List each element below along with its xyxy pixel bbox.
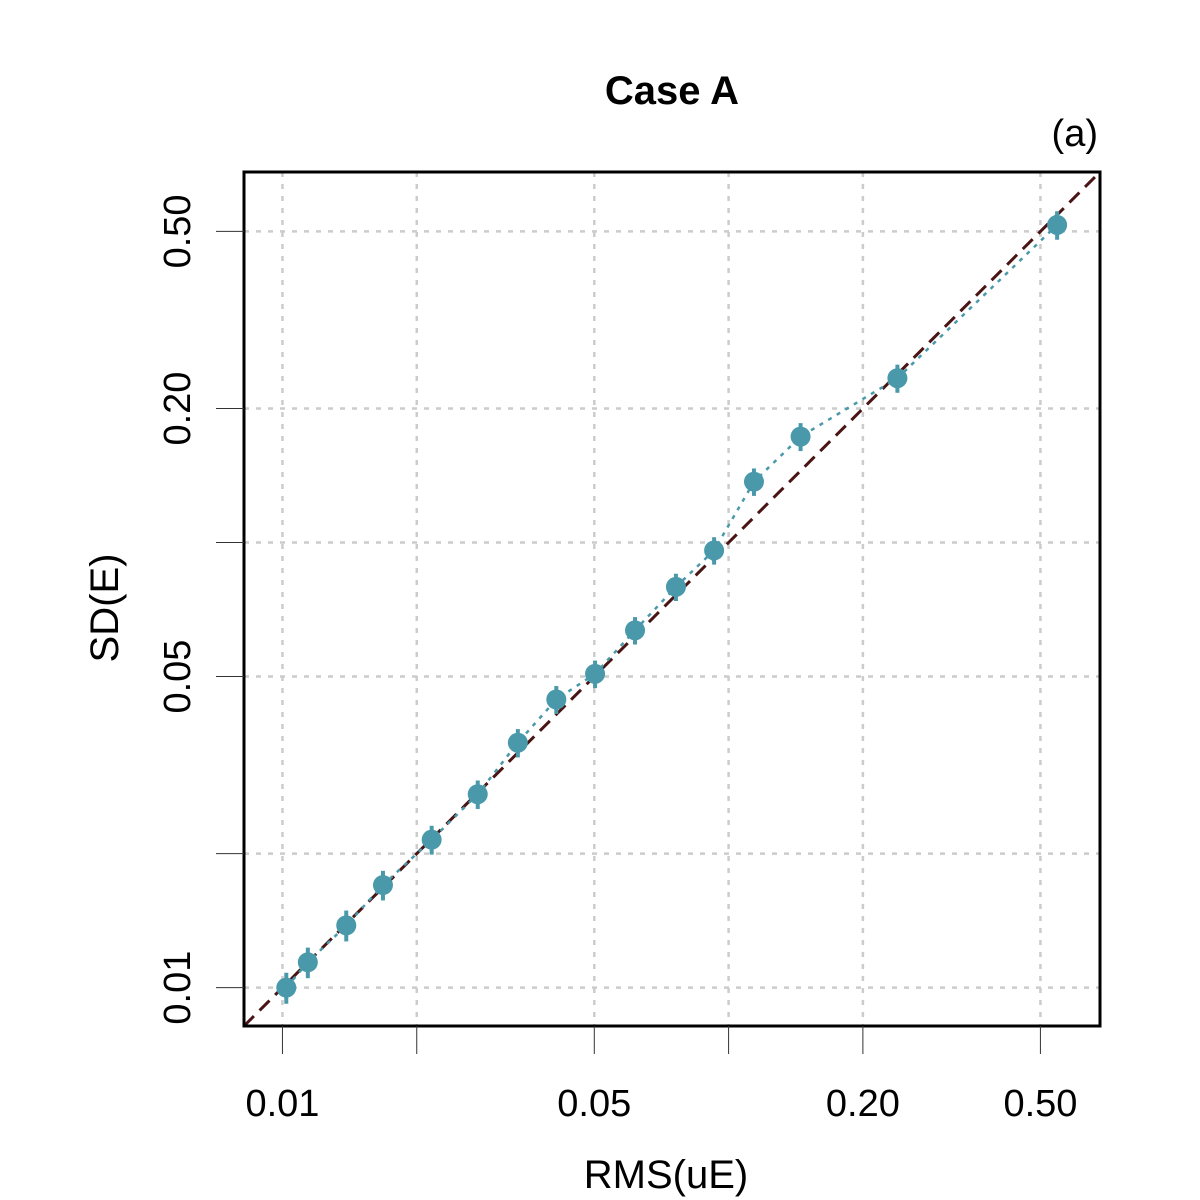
data-points	[276, 211, 1068, 1004]
data-point	[421, 829, 442, 850]
x-tick-label: 0.05	[557, 1083, 631, 1125]
y-axis-label: SD(E)	[83, 554, 127, 663]
data-point	[467, 784, 488, 805]
panel-label: (a)	[1052, 113, 1098, 155]
data-point	[1047, 214, 1068, 235]
series-connecting-line	[285, 224, 1058, 989]
identity-reference-line	[242, 170, 1102, 1028]
data-point	[665, 576, 686, 597]
data-point	[704, 540, 725, 561]
x-tick-label: 0.20	[826, 1083, 900, 1125]
x-tick-label: 0.50	[1003, 1083, 1077, 1125]
data-point	[743, 471, 764, 492]
chart-title: Case A	[605, 69, 739, 113]
data-point	[372, 875, 393, 896]
data-point	[546, 689, 567, 710]
data-point	[887, 368, 908, 389]
plot-frame	[242, 170, 1102, 1028]
data-point	[625, 620, 646, 641]
x-tick-label: 0.01	[245, 1083, 319, 1125]
y-tick-label: 0.20	[157, 372, 199, 446]
series-trend-line	[285, 224, 1058, 989]
grid-lines	[244, 172, 1100, 1026]
data-point	[297, 952, 318, 973]
y-axis: 0.01 0.05 0.20 0.50	[157, 194, 244, 1025]
data-point	[790, 426, 811, 447]
data-point	[585, 663, 606, 684]
identity-line	[242, 170, 1102, 1028]
y-tick-label: 0.01	[157, 951, 199, 1025]
x-axis-label: RMS(uE)	[584, 1153, 748, 1197]
y-tick-label: 0.50	[157, 194, 199, 268]
data-point	[276, 977, 297, 998]
data-point	[336, 915, 357, 936]
x-axis: 0.01 0.05 0.20 0.50	[245, 1026, 1077, 1125]
data-point	[507, 732, 528, 753]
y-tick-label: 0.05	[157, 640, 199, 714]
